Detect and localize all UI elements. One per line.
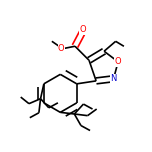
Text: N: N [110, 74, 117, 83]
Text: O: O [79, 25, 86, 34]
Text: O: O [115, 57, 121, 66]
Text: O: O [58, 44, 65, 53]
